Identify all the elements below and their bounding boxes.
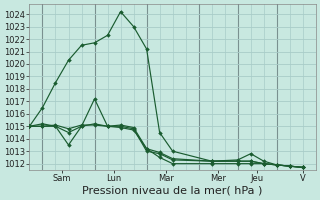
X-axis label: Pression niveau de la mer( hPa ): Pression niveau de la mer( hPa ) <box>83 186 263 196</box>
